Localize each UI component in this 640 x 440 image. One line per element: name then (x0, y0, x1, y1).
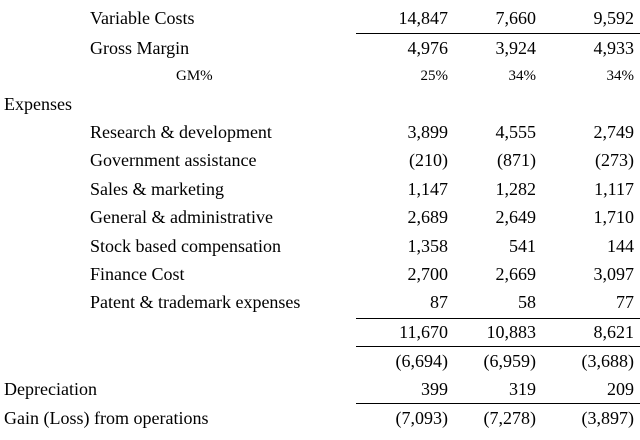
value-col-3: 9,592 (593, 8, 635, 28)
value-col-2: 58 (518, 292, 536, 312)
value-col-1: 2,689 (407, 207, 449, 227)
value-col-2: 10,883 (486, 322, 537, 342)
row-depreciation: Depreciation 399 319 209 (0, 375, 640, 403)
row-label: Depreciation (4, 379, 97, 399)
value-col-1: 87 (430, 292, 448, 312)
value-col-1: 399 (421, 379, 448, 399)
row-label: General & administrative (90, 207, 273, 227)
value-col-1: 3,899 (407, 122, 449, 142)
value-col-2: 4,555 (495, 122, 537, 142)
divider-line (356, 403, 640, 404)
value-col-3: 4,933 (593, 38, 635, 58)
value-col-3: (3,688) (581, 351, 635, 371)
row-label: Finance Cost (90, 264, 185, 284)
value-col-2: 1,282 (495, 179, 537, 199)
value-col-1: 11,670 (399, 322, 448, 342)
row-research-development: Research & development 3,899 4,555 2,749 (0, 118, 640, 146)
value-col-2: 319 (509, 379, 536, 399)
value-col-2: 2,669 (495, 264, 537, 284)
divider-line (356, 33, 640, 34)
value-col-2: 541 (509, 236, 536, 256)
value-col-2: (7,278) (483, 408, 537, 428)
value-col-2: 7,660 (495, 8, 537, 28)
value-col-3: 2,749 (593, 122, 635, 142)
value-col-1: 14,847 (398, 8, 449, 28)
section-heading: Expenses (4, 94, 72, 114)
divider-line (356, 346, 640, 347)
row-label: Patent & trademark expenses (90, 292, 301, 312)
value-col-1: 2,700 (407, 264, 449, 284)
value-col-2: 34% (508, 68, 537, 84)
value-col-2: (871) (497, 150, 536, 170)
value-col-3: 3,097 (593, 264, 635, 284)
row-gm-percent: GM% 25% 34% 34% (0, 62, 640, 90)
row-general-administrative: General & administrative 2,689 2,649 1,7… (0, 203, 640, 231)
value-col-3: 77 (616, 292, 634, 312)
value-col-3: (3,897) (581, 408, 635, 428)
row-total-expenses: 11,670 10,883 8,621 (0, 318, 640, 346)
row-variable-costs: Variable Costs 14,847 7,660 9,592 (0, 4, 640, 32)
row-stock-compensation: Stock based compensation 1,358 541 144 (0, 232, 640, 260)
row-label: Variable Costs (90, 8, 195, 28)
row-government-assistance: Government assistance (210) (871) (273) (0, 146, 640, 174)
value-col-1: (210) (409, 150, 448, 170)
row-label: Research & development (90, 122, 272, 142)
row-label: Sales & marketing (90, 179, 224, 199)
row-patent-trademark: Patent & trademark expenses 87 58 77 (0, 288, 640, 316)
row-sales-marketing: Sales & marketing 1,147 1,282 1,117 (0, 175, 640, 203)
value-col-3: 1,710 (593, 207, 635, 227)
value-col-3: 209 (607, 379, 634, 399)
value-col-3: 1,117 (594, 179, 634, 199)
value-col-2: 2,649 (495, 207, 537, 227)
row-label: Gain (Loss) from operations (4, 408, 209, 428)
value-col-1: 1,358 (407, 236, 449, 256)
row-label: Gross Margin (90, 38, 190, 58)
value-col-3: 34% (606, 68, 635, 84)
row-gross-margin: Gross Margin 4,976 3,924 4,933 (0, 34, 640, 62)
value-col-1: (6,694) (395, 351, 449, 371)
row-finance-cost: Finance Cost 2,700 2,669 3,097 (0, 260, 640, 288)
value-col-3: (273) (595, 150, 634, 170)
row-gain-loss-operations: Gain (Loss) from operations (7,093) (7,2… (0, 404, 640, 432)
value-col-2: 3,924 (495, 38, 537, 58)
value-col-2: (6,959) (483, 351, 537, 371)
row-label: Stock based compensation (90, 236, 281, 256)
row-label: Government assistance (90, 150, 257, 170)
value-col-1: 1,147 (407, 179, 449, 199)
divider-line (356, 318, 640, 319)
value-col-1: 4,976 (407, 38, 449, 58)
value-col-1: (7,093) (395, 408, 449, 428)
value-col-3: 144 (607, 236, 634, 256)
value-col-1: 25% (420, 68, 449, 84)
row-operating-subtotal: (6,694) (6,959) (3,688) (0, 347, 640, 375)
row-expenses-header: Expenses (0, 90, 640, 118)
value-col-3: 8,621 (593, 322, 635, 342)
row-label: GM% (176, 68, 213, 84)
